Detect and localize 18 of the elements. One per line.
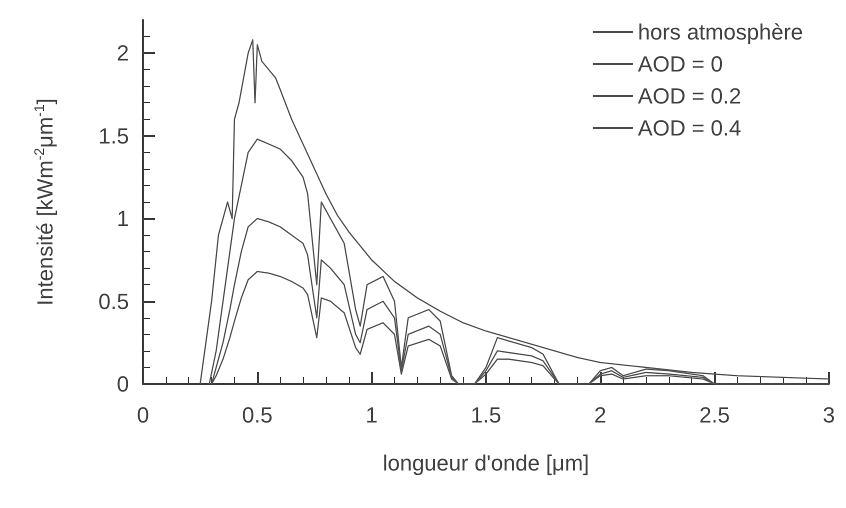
legend-label: AOD = 0 [638,52,723,76]
legend-label: hors atmosphère [638,20,804,44]
legend-label: AOD = 0.2 [638,84,742,108]
x-tick-label: 3 [822,402,836,428]
y-tick-label: 0.5 [98,288,129,314]
x-tick-label: 1 [366,402,378,428]
x-tick-label: 2 [594,402,606,428]
y-tick-label: 2 [116,40,129,66]
x-axis-title: longueur d'onde [μm] [382,450,590,476]
x-tick-label: 1.5 [470,402,502,428]
y-tick-label: 1 [116,206,129,232]
y-axis-title: Intensité [kWm-2μm-1] [31,98,58,306]
y-tick-label: 0 [116,372,129,396]
y-tick-label: 1.5 [98,123,129,148]
legend-label: AOD = 0.4 [638,116,742,140]
x-tick-label: 0.5 [242,402,273,428]
x-tick-label: 0 [136,402,150,428]
x-tick-label: 2.5 [699,402,730,428]
